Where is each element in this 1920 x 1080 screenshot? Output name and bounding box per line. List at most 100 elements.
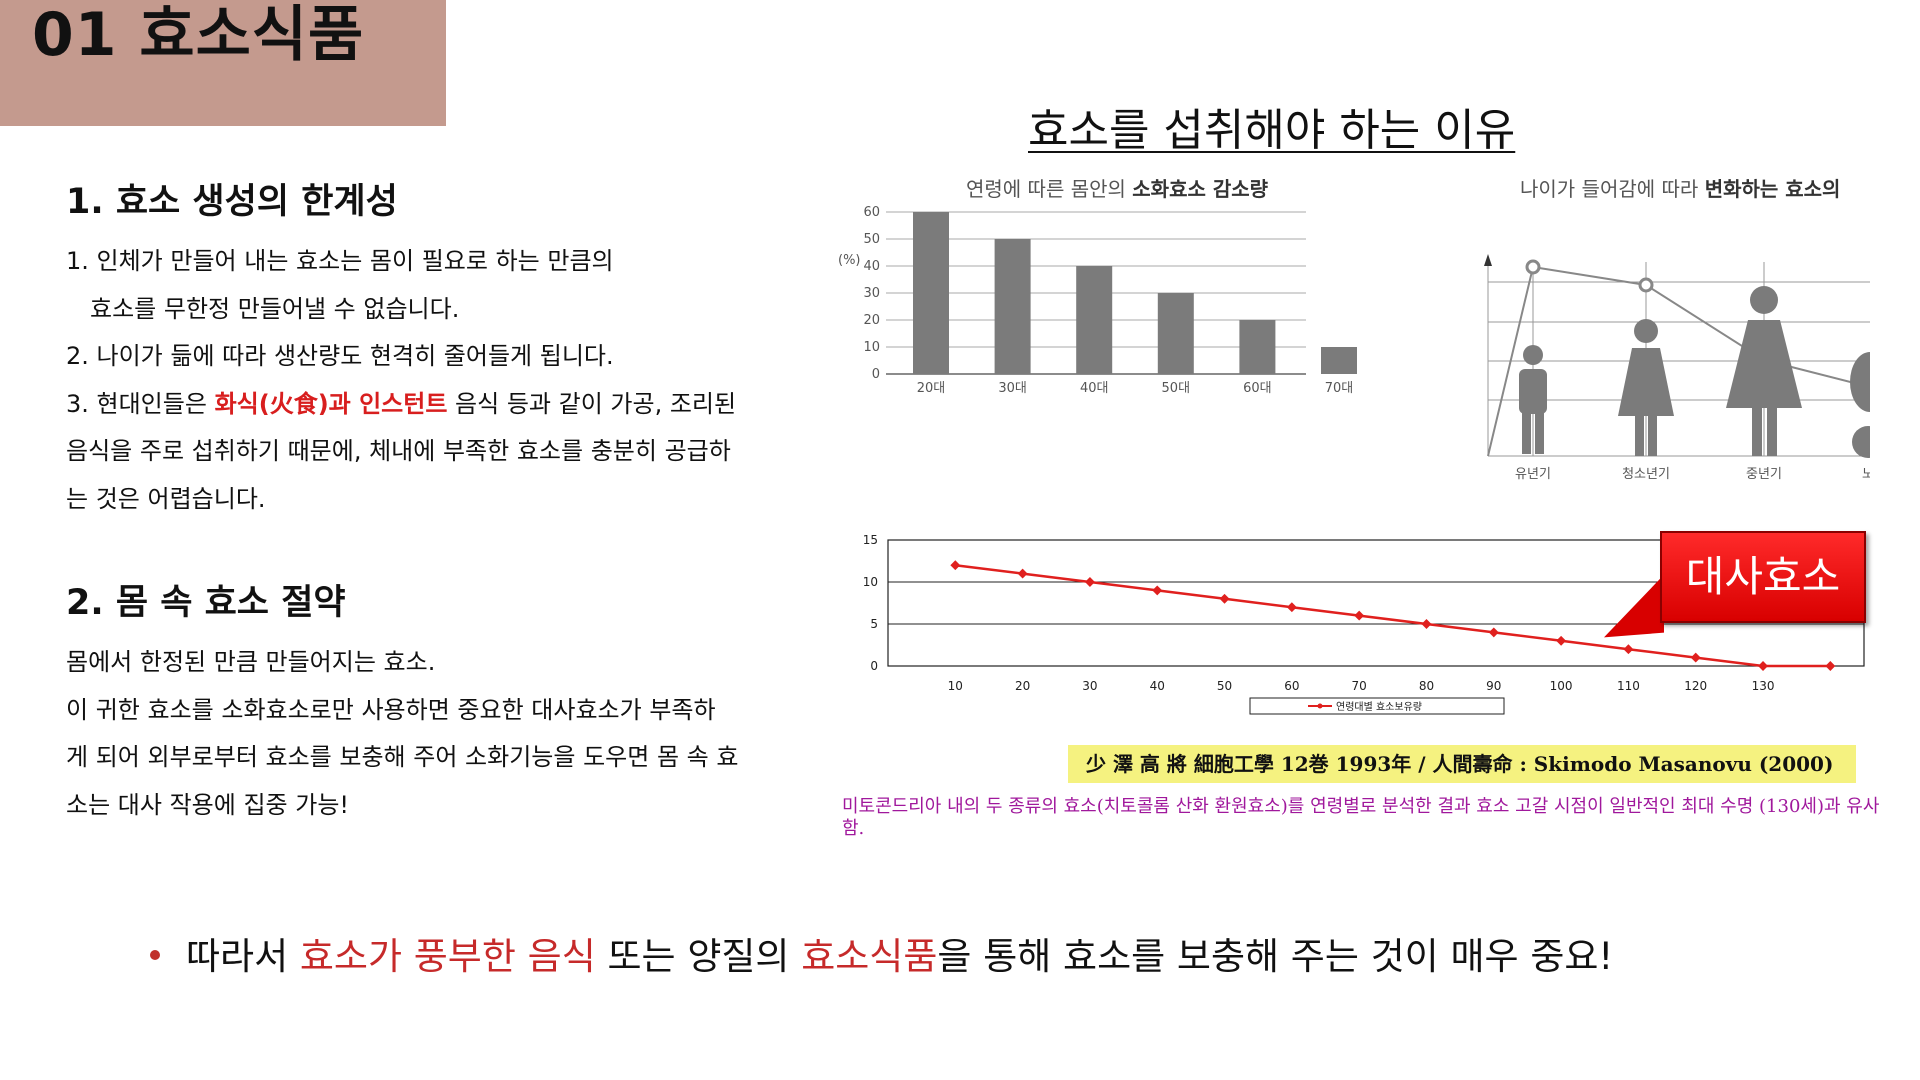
chart1-ytick: 50: [863, 232, 880, 247]
chart2-point-childhood: [1525, 259, 1541, 275]
chart1-bar: [1321, 347, 1357, 374]
elderly-figure-icon: [1850, 352, 1870, 458]
chart3-point: [1488, 627, 1499, 638]
chart1-bar: [1076, 266, 1113, 374]
chart1-bar: [1239, 320, 1276, 374]
chart2-xlabel-childhood: 유년기: [1515, 467, 1551, 482]
chart2-point-youth: [1638, 277, 1654, 293]
chart2-xlabel-youth: 청소년기: [1622, 467, 1670, 482]
chart3-point: [1758, 661, 1768, 671]
chart3-xtick: 100: [1550, 679, 1573, 693]
chart3-ytick: 5: [870, 617, 878, 631]
section1-highlight: 화식(火食)과 인스턴트: [214, 389, 448, 418]
chart1-ytick: 0: [872, 367, 880, 382]
adult-figure-icon: [1726, 286, 1802, 456]
chart1-bar: [1157, 293, 1194, 374]
chart3-point: [1421, 619, 1432, 629]
conclusion-mid: 또는 양질의: [595, 935, 802, 978]
chart3-point: [1354, 610, 1365, 621]
section1-line6: 는 것은 어렵습니다.: [66, 484, 266, 513]
chart1-xtick: 40대: [1080, 381, 1109, 396]
chart1-xtick: 50대: [1162, 381, 1191, 396]
chart3-legend-box: [1249, 697, 1505, 715]
section2-line2: 이 귀한 효소를 소화효소로만 사용하면 중요한 대사효소가 부족하: [66, 695, 716, 724]
conclusion-pre: 따라서: [186, 935, 300, 978]
chart3-xtick: 110: [1617, 679, 1640, 693]
section1-line3: 2. 나이가 듦에 따라 생산량도 현격히 줄어들게 됩니다.: [66, 342, 614, 370]
chart3-point: [1690, 652, 1701, 663]
chart3-xtick: 80: [1419, 679, 1434, 693]
chart3-xtick: 120: [1684, 679, 1707, 693]
chart1-ytick: 20: [863, 313, 880, 328]
chart3-point: [1152, 585, 1163, 596]
chart3-xtick: 40: [1150, 679, 1165, 693]
chart1-ytick: 60: [863, 205, 880, 220]
chart1-bar: [913, 212, 949, 374]
section1-line2: 효소를 무한정 만들어낼 수 없습니다.: [90, 294, 460, 323]
section1-line4: 3. 현대인들은 화식(火食)과 인스턴트 음식 등과 같이 가공, 조리된: [66, 381, 806, 429]
page-title: 01 효소식품: [32, 0, 365, 70]
chart3-point: [1286, 602, 1297, 613]
chart1-title: 연령에 따른 몸안의 소화효소 감소량: [966, 177, 1269, 201]
chart3-xtick: 10: [948, 679, 963, 693]
chart3-point: [1623, 644, 1634, 655]
child-figure-icon: [1519, 345, 1547, 454]
chart1-ytick: 30: [863, 286, 880, 301]
section1-line1: 1. 인체가 만들어 내는 효소는 몸이 필요로 하는 만큼의: [66, 247, 614, 275]
metabolic-enzyme-callout: 대사효소: [1660, 531, 1866, 623]
chart1-xtick: 60대: [1243, 381, 1272, 396]
chart1-ytick: 10: [863, 340, 880, 355]
chart1-xtick: 70대: [1325, 381, 1354, 396]
chart3-xtick: 70: [1352, 679, 1367, 693]
conclusion-highlight2: 효소식품: [801, 935, 938, 978]
research-note: 미토콘드리아 내의 두 종류의 효소(치토콜롬 산화 환원효소)를 연령별로 분…: [842, 796, 1880, 839]
teen-figure-icon: [1618, 319, 1674, 456]
section1-line5: 음식을 주로 섭취하기 때문에, 체내에 부족한 효소를 충분히 공급하: [66, 437, 731, 465]
chart1-xtick: 20대: [917, 381, 946, 396]
right-section-title: 효소를 섭취해야 하는 이유: [1028, 105, 1516, 156]
title-banner: 01 효소식품: [0, 0, 446, 126]
chart3-xtick: 90: [1486, 679, 1501, 693]
chart1-ytick: 40: [863, 259, 880, 274]
chart3-point: [1556, 635, 1567, 646]
lifestage-enzyme-chart: 나이가 들어감에 따라 변화하는 효소의 유년기: [1484, 177, 1870, 482]
conclusion-highlight1: 효소가 풍부한 음식: [299, 935, 596, 978]
chart3-xtick: 50: [1217, 679, 1232, 693]
chart2-axis-arrow-icon: [1484, 254, 1492, 266]
section2-line4: 소는 대사 작용에 집중 가능!: [66, 790, 350, 819]
chart3-legend-marker: [1317, 703, 1323, 709]
chart1-xtick: 30대: [998, 381, 1027, 396]
chart3-point: [1084, 577, 1095, 587]
chart3-xtick: 60: [1284, 679, 1299, 693]
chart3-ytick: 10: [863, 575, 878, 589]
chart3-point: [950, 560, 961, 571]
chart3-xtick: 20: [1015, 679, 1030, 693]
chart3-xtick: 130: [1752, 679, 1775, 693]
chart1-ylabel: (%): [838, 253, 861, 268]
chart2-xlabel-old: 노: [1862, 467, 1870, 482]
chart3-ytick: 15: [863, 533, 878, 547]
chart3-series-line: [955, 563, 1831, 668]
conclusion-post: 을 통해 효소를 보충해 주는 것이 매우 중요!: [937, 935, 1614, 978]
bullet-icon: [150, 949, 160, 960]
section2-heading: 2. 몸 속 효소 절약: [66, 583, 346, 623]
citation-box: 少 澤 高 將 細胞工學 12巻 1993年 / 人間壽命 : Skimodo …: [1068, 745, 1856, 783]
section1-line4-post: 음식 등과 같이 가공, 조리된: [447, 389, 737, 418]
chart3-xtick: 30: [1082, 679, 1097, 693]
chart3-point: [1219, 593, 1230, 604]
section1-heading: 1. 효소 생성의 한계성: [66, 182, 398, 222]
chart3-point: [1825, 661, 1836, 671]
chart3-legend-label: 연령대별 효소보유량: [1336, 701, 1422, 713]
left-column: 1. 효소 생성의 한계성 1. 인체가 만들어 내는 효소는 몸이 필요로 하…: [66, 178, 806, 829]
chart3-point: [1017, 568, 1028, 579]
chart3-ytick: 0: [870, 659, 878, 673]
digestive-enzyme-bar-chart: 연령에 따른 몸안의 소화효소 감소량 (%) 0 10 20 30 40 50 60 20…: [838, 177, 1357, 396]
chart2-grid: [1487, 262, 1870, 457]
section2-line3: 게 되어 외부로부터 효소를 보충해 주어 소화기능을 도우면 몸 속 효: [66, 743, 739, 771]
section2-line1: 몸에서 한정된 만큼 만들어지는 효소.: [66, 648, 436, 676]
chart1-bar: [994, 239, 1031, 374]
conclusion-line: 따라서 효소가 풍부한 음식 또는 양질의 효소식품을 통해 효소를 보충해 주…: [150, 926, 1613, 980]
section1-line4-pre: 3. 현대인들은: [66, 389, 215, 418]
chart2-xlabel-midlife: 중년기: [1746, 467, 1782, 482]
chart2-title: 나이가 들어감에 따라 변화하는 효소의: [1520, 177, 1840, 201]
